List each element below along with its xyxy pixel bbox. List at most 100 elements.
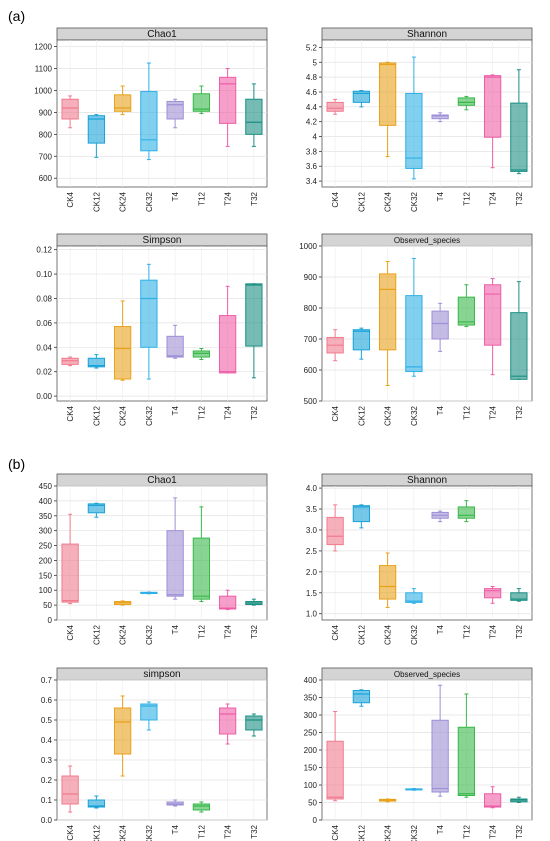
box-iqr [378, 273, 397, 351]
y-tick-label: 1000 [34, 86, 52, 95]
box-iqr [192, 350, 211, 358]
box-iqr [326, 740, 344, 800]
box-T24 [218, 285, 237, 374]
x-tick-label: T24 [224, 624, 233, 638]
box-CK24 [378, 61, 397, 158]
y-tick-label: 1200 [34, 43, 52, 52]
y-tick-label: 400 [304, 676, 318, 685]
x-tick-label: T12 [462, 405, 471, 419]
box-iqr [166, 100, 184, 120]
box-iqr [113, 707, 132, 755]
x-tick-label: CK12 [92, 824, 101, 841]
box-CK32 [405, 257, 423, 377]
x-tick-label: T32 [515, 405, 524, 419]
y-tick-label: 1100 [35, 65, 53, 74]
x-tick-label: CK24 [119, 405, 128, 426]
box-iqr [405, 295, 423, 373]
x-tick-label: T24 [489, 191, 498, 205]
x-tick-label: T12 [462, 191, 471, 205]
chart-5: Chao1 0 50 100 150 200 250 300 350 400 450 CK4 CK12 C… [39, 473, 268, 645]
y-tick-label: 800 [304, 304, 318, 313]
box-T4 [166, 324, 184, 359]
x-tick-label: T32 [515, 624, 524, 638]
box-iqr [87, 357, 106, 368]
box-CK24 [113, 300, 132, 381]
y-tick-label: 500 [304, 397, 318, 406]
box-T12 [457, 500, 476, 523]
box-CK32 [405, 56, 423, 180]
box-CK24 [113, 600, 132, 606]
box-T4 [166, 98, 184, 129]
box-CK12 [352, 89, 371, 108]
box-iqr [483, 284, 502, 346]
y-tick-label: 4.0 [306, 484, 318, 493]
chart-title: Chao1 [147, 29, 177, 40]
y-tick-label: 200 [304, 746, 318, 755]
box-T12 [457, 95, 476, 111]
panel-label-a: (a) [8, 8, 26, 24]
y-tick-label: 3.8 [306, 147, 318, 156]
box-T12 [192, 85, 211, 114]
box-CK32 [140, 263, 158, 380]
box-iqr [431, 719, 449, 793]
x-tick-label: CK12 [357, 624, 366, 645]
y-tick-label: 0.06 [36, 319, 52, 328]
box-iqr [431, 114, 449, 120]
box-CK32 [140, 701, 158, 731]
plot-frame [56, 679, 268, 821]
y-tick-label: 50 [308, 799, 317, 808]
box-iqr [87, 115, 106, 144]
y-tick-label: 250 [304, 729, 318, 738]
y-tick-label: 700 [39, 152, 53, 161]
y-tick-label: 0.00 [36, 392, 52, 401]
y-tick-label: 4.4 [306, 103, 318, 112]
box-T24 [483, 586, 502, 604]
y-tick-label: 400 [39, 497, 53, 506]
y-tick-label: 0 [48, 616, 53, 625]
y-tick-label: 600 [304, 366, 318, 375]
box-CK4 [326, 504, 344, 552]
x-tick-label: T24 [489, 824, 498, 838]
x-tick-label: CK4 [66, 624, 75, 640]
x-tick-label: CK12 [357, 405, 366, 426]
box-CK24 [378, 552, 397, 608]
x-tick-label: T12 [197, 624, 206, 638]
y-tick-label: 1000 [299, 242, 317, 251]
box-iqr [218, 595, 237, 610]
y-tick-label: 2.5 [306, 547, 318, 556]
x-tick-label: CK32 [145, 405, 154, 426]
x-tick-label: CK32 [410, 624, 419, 645]
y-tick-label: 3.6 [306, 162, 318, 171]
box-T32 [510, 281, 528, 380]
box-iqr [61, 98, 79, 120]
box-iqr [245, 283, 263, 347]
y-tick-label: 0.4 [41, 736, 53, 745]
y-tick-label: 5 [313, 58, 318, 67]
x-tick-label: T32 [250, 824, 259, 838]
box-CK24 [378, 798, 397, 803]
box-T12 [457, 284, 476, 328]
x-tick-label: T4 [436, 191, 445, 201]
x-tick-label: CK4 [66, 191, 75, 207]
chart-2: Shannon 3.4 3.6 3.8 4 4.2 4.4 4.6 4.8 5 5.2 CK4 CK12… [306, 27, 533, 212]
y-tick-label: 3.0 [306, 526, 318, 535]
box-iqr [218, 707, 237, 735]
box-iqr [61, 543, 79, 603]
x-tick-label: T32 [250, 191, 259, 205]
y-tick-label: 0.1 [41, 796, 53, 805]
box-iqr [113, 326, 132, 380]
box-iqr [352, 690, 371, 704]
y-tick-label: 0.5 [41, 716, 53, 725]
y-tick-label: 700 [304, 335, 318, 344]
box-CK24 [113, 85, 132, 116]
box-iqr [405, 92, 423, 169]
x-tick-label: CK24 [119, 624, 128, 645]
box-T4 [431, 510, 449, 523]
box-iqr [218, 76, 237, 124]
y-tick-label: 50 [43, 601, 52, 610]
box-CK12 [87, 502, 106, 518]
x-tick-label: T24 [224, 191, 233, 205]
box-iqr [61, 775, 79, 805]
box-iqr [140, 703, 158, 721]
y-tick-label: 800 [39, 130, 53, 139]
